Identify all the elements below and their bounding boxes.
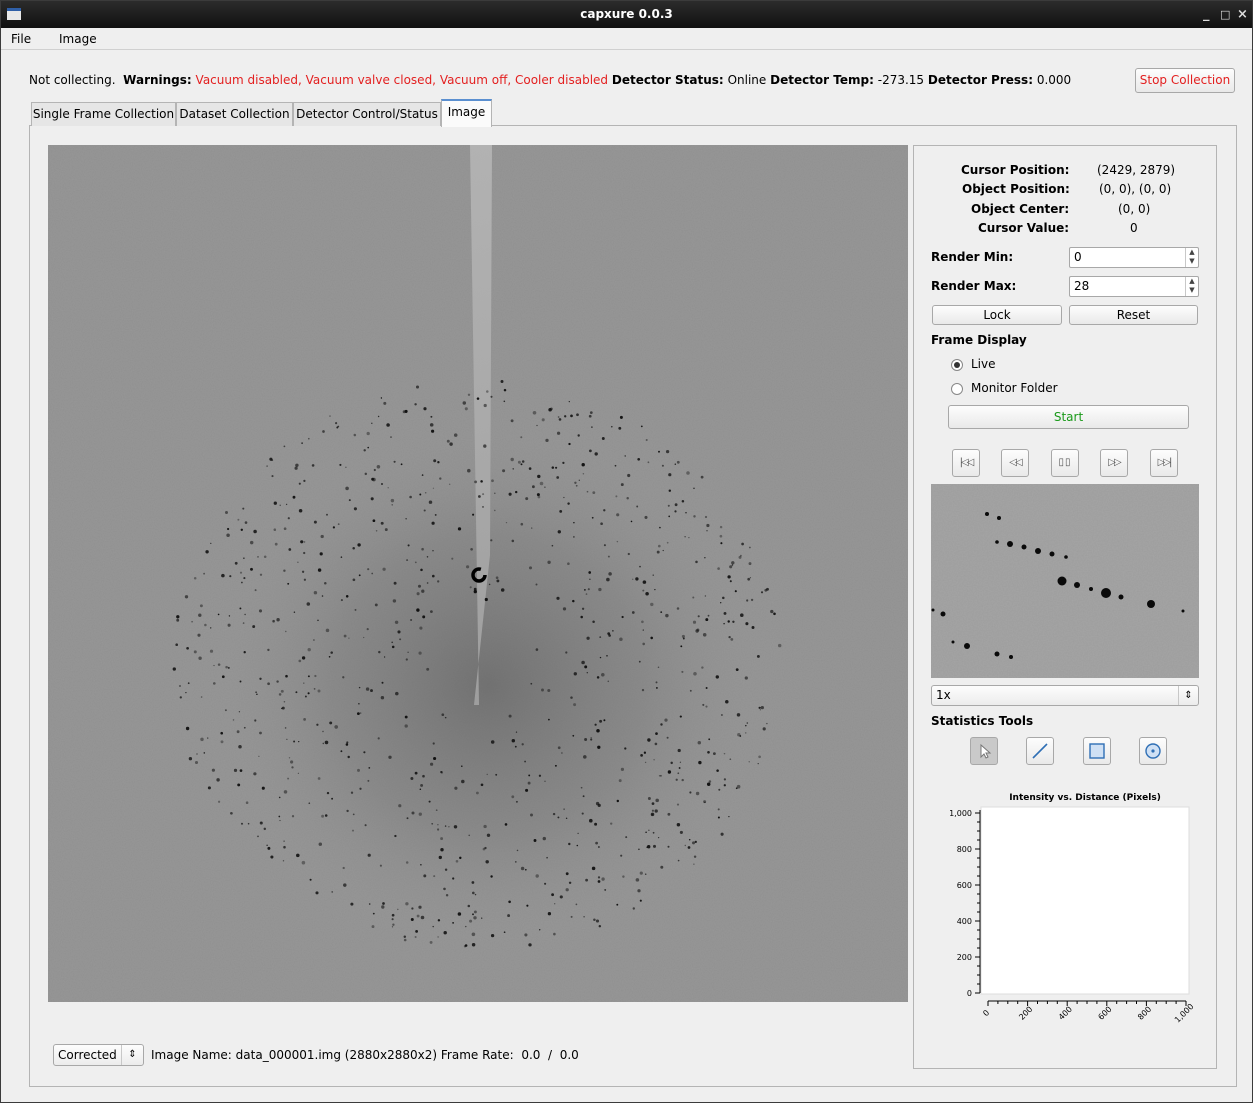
live-label: Live xyxy=(971,357,996,371)
cursor-position-value: (2429, 2879) xyxy=(1097,163,1176,177)
last-frame-icon[interactable]: ▷▷| xyxy=(1150,449,1178,477)
image-name-value: data_000001.img xyxy=(235,1048,341,1062)
render-min-label: Render Min: xyxy=(931,250,1014,264)
collecting-status: Not collecting. xyxy=(29,73,116,87)
object-center-value: (0, 0) xyxy=(1118,202,1151,216)
chart-title: Intensity vs. Distance (Pixels) xyxy=(1009,793,1161,803)
menu-image[interactable]: Image xyxy=(59,32,97,46)
detector-temp-label: Detector Temp: xyxy=(770,73,874,87)
pause-icon[interactable]: ▯▯ xyxy=(1051,449,1079,477)
render-min-value: 0 xyxy=(1074,250,1082,264)
render-max-label: Render Max: xyxy=(931,279,1017,293)
image-dims: (2880x2880x2) xyxy=(344,1048,438,1062)
image-name-label: Image Name: xyxy=(151,1048,232,1062)
minimize-icon[interactable]: _ xyxy=(1203,7,1210,22)
monitor-folder-label: Monitor Folder xyxy=(971,381,1058,395)
tab-detector-control-status[interactable]: Detector Control/Status xyxy=(293,102,441,126)
line-tool-icon[interactable] xyxy=(1026,737,1054,765)
detector-temp-value: -273.15 xyxy=(877,73,925,87)
chevron-updown-icon: ⇕ xyxy=(121,1045,143,1065)
diffraction-image xyxy=(48,145,908,1002)
image-mode-select[interactable]: Corrected ⇕ xyxy=(53,1044,144,1066)
tab-dataset-collection[interactable]: Dataset Collection xyxy=(176,102,293,126)
y-tick-label: 200 xyxy=(957,953,972,962)
zoom-level-value: 1x xyxy=(936,688,951,702)
maximize-icon[interactable]: □ xyxy=(1220,8,1231,21)
image-mode-value: Corrected xyxy=(58,1048,117,1062)
frame-display-heading: Frame Display xyxy=(931,333,1027,347)
x-tick-label: 1,000 xyxy=(1173,1002,1196,1025)
menu-bar: File Image xyxy=(1,28,1252,50)
close-icon[interactable]: × xyxy=(1237,7,1248,22)
x-tick-label: 200 xyxy=(1017,1005,1034,1022)
frame-rate-separator: / xyxy=(548,1048,553,1062)
zoom-preview-image xyxy=(931,484,1199,678)
previous-frame-icon[interactable]: ◁◁ xyxy=(1001,449,1029,477)
rectangle-tool-icon[interactable] xyxy=(1083,737,1111,765)
status-line: Not collecting. Warnings: Vacuum disable… xyxy=(29,73,1071,87)
first-frame-icon[interactable]: |◁◁ xyxy=(952,449,980,477)
intensity-chart: Intensity vs. Distance (Pixels) 0 200 400 6… xyxy=(931,786,1201,1031)
x-tick-label: 0 xyxy=(981,1008,991,1018)
statistics-tools-heading: Statistics Tools xyxy=(931,714,1034,728)
y-tick-label: 600 xyxy=(957,881,972,890)
circle-tool-icon[interactable] xyxy=(1139,737,1167,765)
spin-arrows-icon[interactable]: ▲ ▼ xyxy=(1185,248,1198,267)
render-max-spinbox[interactable]: 28 ▲ ▼ xyxy=(1069,276,1199,297)
spin-arrows-icon[interactable]: ▲ ▼ xyxy=(1185,277,1198,296)
y-tick-label: 1,000 xyxy=(949,809,972,818)
live-radio[interactable] xyxy=(951,359,963,371)
x-tick-label: 400 xyxy=(1057,1005,1074,1022)
tab-single-frame-collection[interactable]: Single Frame Collection xyxy=(31,102,176,126)
intensity-chart-svg: Intensity vs. Distance (Pixels) 0 200 400 6… xyxy=(949,793,1196,1025)
x-tick-label: 600 xyxy=(1096,1005,1113,1022)
frame-rate-max: 0.0 xyxy=(559,1048,579,1062)
stop-collection-button[interactable]: Stop Collection xyxy=(1135,68,1235,93)
object-center-label: Object Center: xyxy=(971,202,1070,216)
warnings-label: Warnings: xyxy=(123,73,192,87)
tab-image[interactable]: Image xyxy=(441,99,492,127)
frame-rate-value: 0.0 xyxy=(521,1048,541,1062)
zoom-preview[interactable] xyxy=(931,484,1199,678)
app-icon xyxy=(7,8,21,20)
cursor-position-label: Cursor Position: xyxy=(961,163,1070,177)
cursor-value-value: 0 xyxy=(1130,221,1138,235)
render-max-value: 28 xyxy=(1074,279,1090,293)
detector-status-label: Detector Status: xyxy=(611,73,724,87)
detector-press-label: Detector Press: xyxy=(927,73,1033,87)
cursor-value-label: Cursor Value: xyxy=(978,221,1070,235)
chart-plot-area xyxy=(980,806,1190,995)
next-frame-icon[interactable]: ▷▷ xyxy=(1100,449,1128,477)
reset-button[interactable]: Reset xyxy=(1069,305,1198,325)
detector-press-value: 0.000 xyxy=(1036,73,1072,87)
chevron-updown-icon: ⇕ xyxy=(1178,686,1198,705)
menu-file[interactable]: File xyxy=(11,32,32,46)
y-tick-label: 0 xyxy=(967,989,972,998)
diffraction-image-view[interactable] xyxy=(48,145,908,1002)
detector-status-value: Online xyxy=(727,73,767,87)
window-title: capxure 0.0.3 xyxy=(580,7,673,21)
start-button[interactable]: Start xyxy=(948,405,1189,429)
image-info: Image Name: data_000001.img (2880x2880x2… xyxy=(151,1048,579,1062)
y-tick-label: 400 xyxy=(957,917,972,926)
zoom-level-select[interactable]: 1x ⇕ xyxy=(931,685,1199,706)
pointer-tool-icon[interactable] xyxy=(970,737,998,765)
warnings-text: Vacuum disabled, Vacuum valve closed, Va… xyxy=(195,73,609,87)
title-bar: capxure 0.0.3 _ □ × xyxy=(1,1,1252,28)
x-tick-label: 800 xyxy=(1136,1005,1153,1022)
render-min-spinbox[interactable]: 0 ▲ ▼ xyxy=(1069,247,1199,268)
y-tick-label: 800 xyxy=(957,845,972,854)
object-position-label: Object Position: xyxy=(962,182,1070,196)
frame-rate-label: Frame Rate: xyxy=(440,1048,514,1062)
lock-button[interactable]: Lock xyxy=(932,305,1062,325)
monitor-folder-radio[interactable] xyxy=(951,383,963,395)
object-position-value: (0, 0), (0, 0) xyxy=(1099,182,1172,196)
